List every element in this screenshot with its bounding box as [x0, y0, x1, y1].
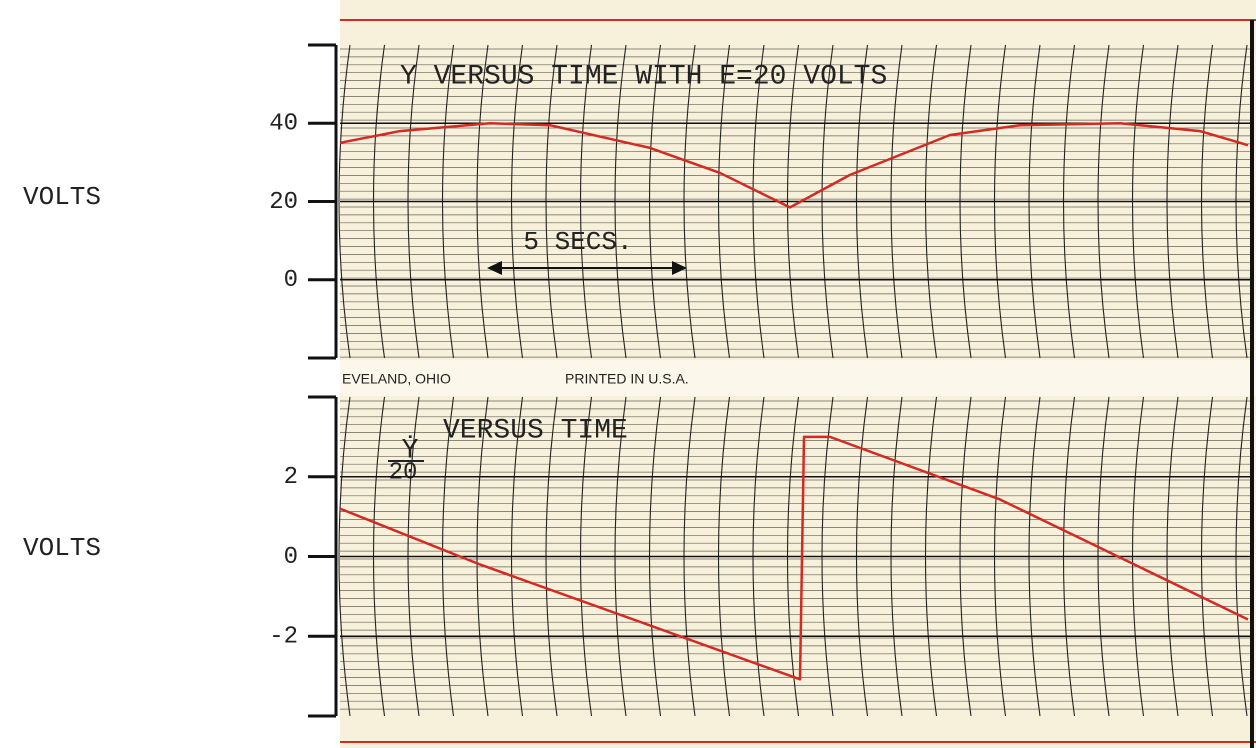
y-tick-label: 2: [284, 464, 298, 491]
paper-imprint: EVELAND, OHIO: [342, 371, 451, 387]
chart-title: Y VERSUS TIME WITH E=20 VOLTS: [400, 61, 887, 92]
y-axis-label: VOLTS: [23, 533, 101, 563]
y-axis-label: VOLTS: [23, 182, 101, 212]
y-tick-label: 20: [269, 189, 298, 216]
y-tick-label: 0: [284, 544, 298, 571]
paper-strip: [340, 360, 1256, 396]
y-tick-label: -2: [269, 624, 298, 651]
y-tick-label: 0: [284, 267, 298, 294]
chart-title: VERSUS TIME: [443, 415, 628, 446]
y-tick-label: 40: [269, 111, 298, 138]
paper-imprint: PRINTED IN U.S.A.: [565, 371, 689, 387]
annotation: 5 SECS.: [523, 227, 632, 257]
recorder-chart: EVELAND, OHIO PRINTED IN U.S.A. Y VERSUS…: [0, 0, 1256, 748]
chart-title-denominator: 20: [389, 459, 418, 486]
